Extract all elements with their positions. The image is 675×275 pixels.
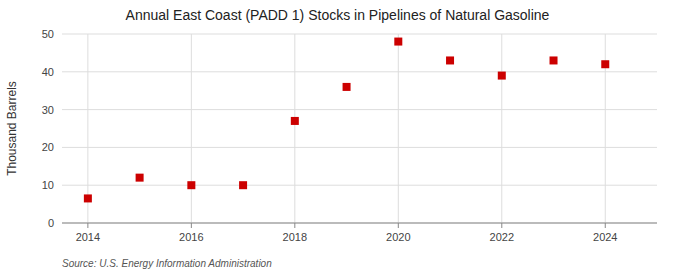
y-grid-line [62,185,657,186]
point [136,174,144,182]
x-tick [398,223,399,228]
point [498,72,506,80]
x-grid-line [294,34,295,223]
title: Annual East Coast (PADD 1) Stocks in Pip… [126,7,550,23]
x-tick-label: 2014 [76,231,100,243]
point [550,56,558,64]
chart: Annual East Coast (PADD 1) Stocks in Pip… [0,0,675,275]
x-tick [501,223,502,228]
y-grid-line [62,71,657,72]
y-axis-label: Thousand Barrels [5,81,19,176]
grid [62,34,657,223]
point [601,60,609,68]
y-grid-line [62,34,657,35]
points [84,38,609,203]
x-grid-line [398,34,399,223]
y-tick-label: 40 [42,66,54,78]
x-tick [191,223,192,228]
x-tick-label: 2022 [490,231,514,243]
y-tick-label: 20 [42,141,54,153]
x-tick-label: 2016 [179,231,203,243]
x-tick [87,223,88,228]
y-tick-label: 30 [42,104,54,116]
x-tick-label: 2018 [283,231,307,243]
x-grid-line [501,34,502,223]
x-tick-label: 2020 [386,231,410,243]
y-grid-line [62,223,657,224]
x-grid-line [191,34,192,223]
point [343,83,351,91]
y-tick-label: 0 [48,217,54,229]
y-tick-label: 50 [42,28,54,40]
point [84,194,92,202]
y-grid-line [62,109,657,110]
point [446,56,454,64]
x-tick [605,223,606,228]
y-tick-label: 10 [42,179,54,191]
x-axis-line [62,223,657,224]
x-tick [294,223,295,228]
x-tick-label: 2024 [593,231,617,243]
point [239,181,247,189]
point [187,181,195,189]
point [394,38,402,46]
point [291,117,299,125]
y-grid-line [62,147,657,148]
source: Source: U.S. Energy Information Administ… [62,258,272,269]
